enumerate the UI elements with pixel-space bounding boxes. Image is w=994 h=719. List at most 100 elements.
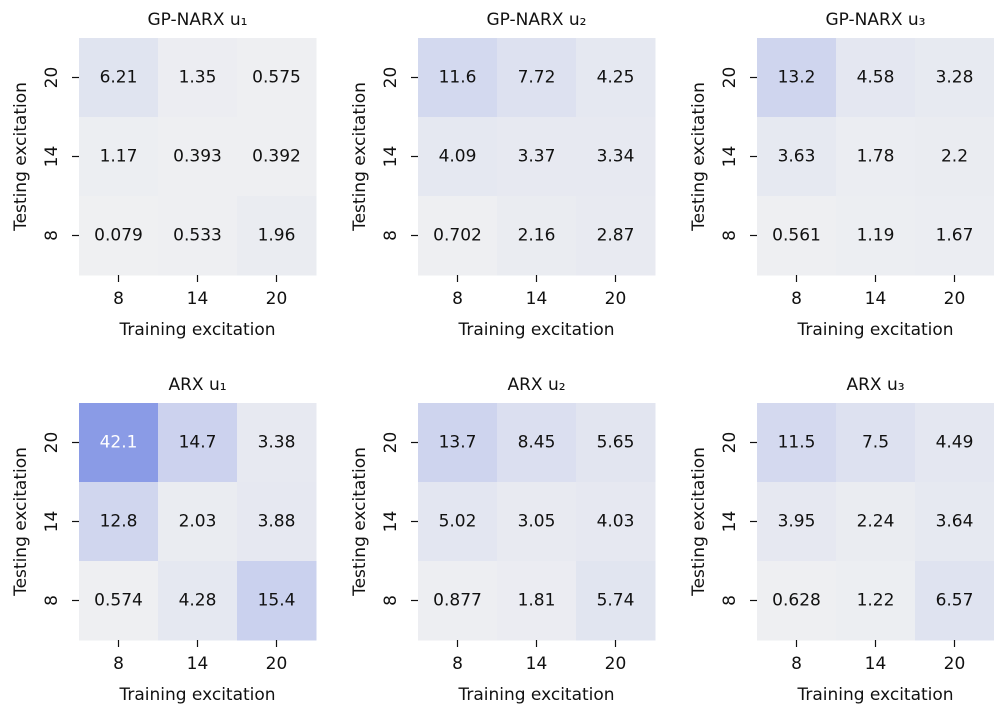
heatmap-cell xyxy=(158,561,238,641)
chart-title: GP-NARX u₂ xyxy=(487,10,587,30)
cell-label: 0.877 xyxy=(433,591,482,611)
y-axis-label: Testing excitation xyxy=(350,82,370,232)
cell-label: 4.58 xyxy=(857,68,895,88)
cell-label: 4.49 xyxy=(936,433,974,453)
x-axis-label: Training excitation xyxy=(796,320,953,340)
heatmap-cell xyxy=(915,38,994,118)
cell-label: 3.28 xyxy=(936,68,974,88)
cell-label: 1.67 xyxy=(936,226,974,246)
cell-label: 0.574 xyxy=(94,591,143,611)
cell-label: 5.65 xyxy=(597,433,635,453)
x-tick-label: 20 xyxy=(266,654,288,674)
y-tick-label: 14 xyxy=(720,511,740,533)
x-tick-label: 8 xyxy=(791,654,802,674)
x-tick-label: 8 xyxy=(113,289,124,309)
y-tick-label: 14 xyxy=(720,146,740,168)
heatmap-cell xyxy=(836,482,916,562)
heatmap-cell xyxy=(418,117,498,197)
heatmap-cell xyxy=(158,38,238,118)
cell-label: 13.7 xyxy=(439,433,477,453)
x-tick-label: 8 xyxy=(791,289,802,309)
cell-label: 1.81 xyxy=(518,591,556,611)
y-tick-label: 14 xyxy=(381,511,401,533)
heatmap-cell xyxy=(757,196,837,276)
y-tick-label: 14 xyxy=(381,146,401,168)
x-tick-label: 20 xyxy=(944,654,966,674)
cell-label: 4.28 xyxy=(179,591,217,611)
heatmap-cell xyxy=(836,196,916,276)
y-tick-label: 20 xyxy=(381,432,401,454)
heatmap-cell xyxy=(915,117,994,197)
x-tick-label: 20 xyxy=(944,289,966,309)
x-tick-label: 14 xyxy=(526,654,548,674)
y-axis-label: Testing excitation xyxy=(11,82,31,232)
heatmap-cell xyxy=(915,482,994,562)
x-tick-label: 20 xyxy=(266,289,288,309)
cell-label: 6.57 xyxy=(936,591,974,611)
heatmap-cell xyxy=(576,38,656,118)
cell-label: 3.37 xyxy=(518,147,556,167)
x-tick-label: 14 xyxy=(187,654,209,674)
cell-label: 2.87 xyxy=(597,226,635,246)
x-axis-label: Training excitation xyxy=(457,320,614,340)
cell-label: 3.63 xyxy=(778,147,816,167)
heatmap-cell xyxy=(836,117,916,197)
chart-title: GP-NARX u₃ xyxy=(826,10,926,30)
x-tick-label: 20 xyxy=(605,289,627,309)
x-tick-label: 8 xyxy=(113,654,124,674)
heatmap-cell xyxy=(158,482,238,562)
cell-label: 13.2 xyxy=(778,68,816,88)
heatmap-cell xyxy=(757,38,837,118)
y-tick-label: 20 xyxy=(381,67,401,89)
heatmap-cell xyxy=(237,196,317,276)
heatmap-cell xyxy=(836,403,916,483)
heatmap-cell xyxy=(418,196,498,276)
cell-label: 1.96 xyxy=(258,226,296,246)
cell-label: 3.88 xyxy=(258,512,296,532)
cell-label: 0.628 xyxy=(772,591,821,611)
cell-label: 1.17 xyxy=(100,147,138,167)
heatmap-cell xyxy=(497,482,577,562)
chart-title: ARX u₃ xyxy=(846,375,904,395)
x-axis-label: Training excitation xyxy=(796,685,953,705)
y-tick-label: 8 xyxy=(720,230,740,241)
y-axis-label: Testing excitation xyxy=(689,82,709,232)
cell-label: 11.6 xyxy=(439,68,477,88)
heatmap-cell xyxy=(576,196,656,276)
cell-label: 5.02 xyxy=(439,512,477,532)
cell-label: 8.45 xyxy=(518,433,556,453)
y-tick-label: 14 xyxy=(42,146,62,168)
heatmap-cell xyxy=(915,196,994,276)
heatmap-cell xyxy=(79,403,159,483)
cell-label: 0.533 xyxy=(173,226,222,246)
y-axis-label: Testing excitation xyxy=(350,447,370,597)
cell-label: 2.24 xyxy=(857,512,895,532)
heatmap-cell xyxy=(418,38,498,118)
cell-label: 0.079 xyxy=(94,226,143,246)
heatmap-cell xyxy=(915,561,994,641)
cell-label: 3.38 xyxy=(258,433,296,453)
heatmap-cell xyxy=(418,561,498,641)
cell-label: 0.392 xyxy=(252,147,301,167)
y-tick-label: 8 xyxy=(381,595,401,606)
cell-label: 11.5 xyxy=(778,433,816,453)
heatmap-cell xyxy=(757,482,837,562)
y-tick-label: 8 xyxy=(42,595,62,606)
cell-label: 0.702 xyxy=(433,226,482,246)
cell-label: 6.21 xyxy=(100,68,138,88)
heatmap-cell xyxy=(576,117,656,197)
heatmap-cell xyxy=(497,117,577,197)
chart-title: GP-NARX u₁ xyxy=(148,10,248,30)
heatmap-cell xyxy=(237,403,317,483)
chart-title: ARX u₂ xyxy=(507,375,565,395)
y-tick-label: 20 xyxy=(42,432,62,454)
y-tick-label: 20 xyxy=(42,67,62,89)
heatmap-cell xyxy=(757,403,837,483)
y-tick-label: 8 xyxy=(381,230,401,241)
heatmap-cell xyxy=(237,482,317,562)
cell-label: 2.03 xyxy=(179,512,217,532)
heatmap-cell xyxy=(836,561,916,641)
cell-label: 1.22 xyxy=(857,591,895,611)
cell-label: 5.74 xyxy=(597,591,635,611)
